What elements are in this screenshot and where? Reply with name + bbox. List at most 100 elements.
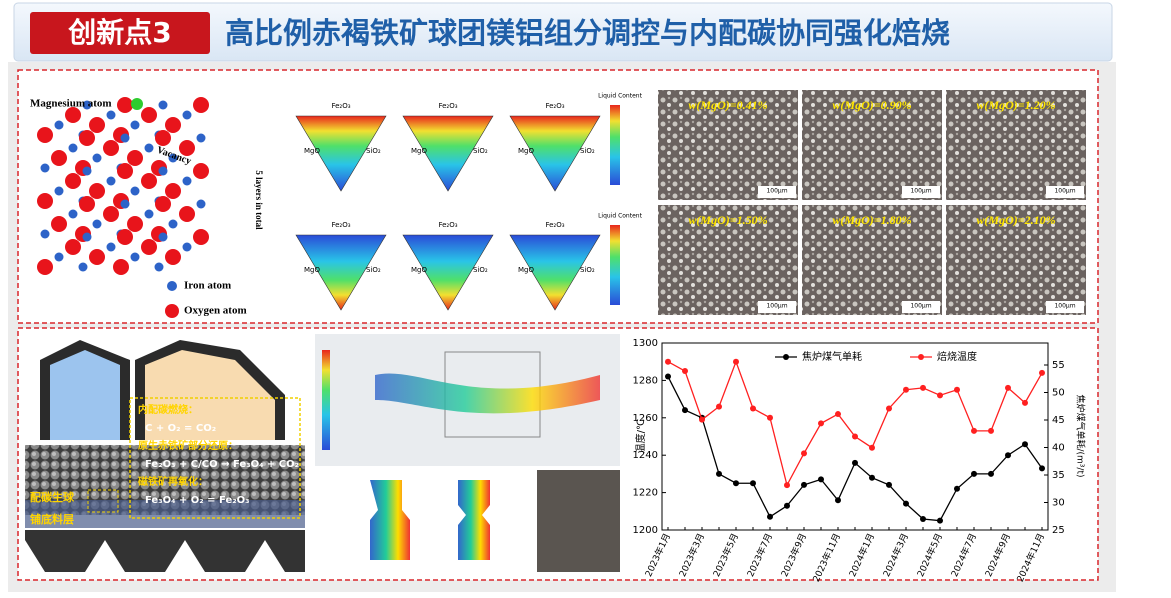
crystal-label: Oxygen atom: [184, 305, 247, 317]
point: [1039, 465, 1045, 472]
y-axis-label: 温度/℃: [634, 419, 647, 454]
ternary-vertex: Fe₂O₃: [331, 221, 350, 229]
ternary: [402, 234, 494, 311]
y2-axis-label: 焦炉煤气单耗/(m³/t): [1075, 395, 1087, 478]
ternary-legend: Liquid Content: [598, 93, 643, 100]
oxygen-atom: [51, 216, 67, 232]
plot-area: [625, 334, 1093, 575]
iron-atom: [182, 176, 192, 186]
point: [852, 459, 858, 466]
cfd-contours: [315, 470, 532, 572]
scale-label: 100μm: [1054, 303, 1075, 310]
oxygen-atom: [113, 259, 129, 275]
ternary-vertex: Fe₂O₃: [331, 102, 350, 110]
iron-atom: [40, 163, 50, 173]
ternary-vertex: SiO₂: [473, 266, 488, 274]
iron-atom: [106, 176, 116, 186]
ternary-vertex: MgO: [304, 147, 320, 155]
micrograph: [658, 90, 798, 200]
point: [1022, 399, 1028, 406]
oxygen-atom: [79, 196, 95, 212]
oxygen-atom: [37, 193, 53, 209]
mg-atom: [131, 98, 143, 110]
reaction-line: C + O₂ = CO₂: [145, 423, 216, 434]
point: [682, 407, 688, 414]
iron-atom: [54, 120, 64, 130]
scale-box: [1046, 301, 1084, 313]
oxygen-atom: [193, 229, 209, 245]
point: [1005, 452, 1011, 459]
ternary-vertex: Fe₂O₃: [545, 221, 564, 229]
crystal-diagram: [37, 97, 209, 275]
y2-tick-label: 50: [1052, 388, 1065, 399]
point: [920, 384, 926, 391]
iron-atom: [196, 199, 206, 209]
ternary: [295, 115, 387, 192]
y-tick-label: 1220: [633, 488, 658, 499]
oxygen-atom: [155, 196, 171, 212]
point: [801, 450, 807, 457]
point: [988, 427, 994, 434]
y2-tick-label: 25: [1052, 525, 1065, 536]
iron-atom: [106, 110, 116, 120]
y-tick-label: 1300: [633, 338, 658, 349]
hood-inner: [145, 350, 275, 440]
reaction-text: 内配碳燃烧： C + O₂ = CO₂ 原生赤铁矿部分还原： Fe₂O₃ + C/CO…: [138, 403, 299, 506]
crystal-label: Magnesium atom: [30, 98, 112, 110]
iron-atom: [182, 242, 192, 252]
point: [954, 386, 960, 393]
point: [903, 500, 909, 507]
iron-atom: [158, 166, 168, 176]
scale-box: [902, 186, 940, 198]
scale-box: [758, 301, 796, 313]
scale-label: 100μm: [910, 303, 931, 310]
point: [665, 358, 671, 365]
reaction-line: 内配碳燃烧：: [138, 403, 198, 416]
oxygen-atom: [117, 229, 133, 245]
ternary-legend: Liquid Content: [598, 213, 643, 220]
legend-iron: [167, 281, 177, 291]
ternary: [509, 115, 601, 192]
point: [971, 470, 977, 477]
y-tick-label: 1240: [633, 450, 658, 461]
bed-label: 铺底料层: [30, 512, 74, 526]
reaction-line: 磁铁矿再氧化：: [138, 475, 208, 488]
header-bar: [13, 2, 1113, 62]
point: [750, 480, 756, 487]
point: [869, 474, 875, 481]
y2-tick-label: 40: [1052, 443, 1065, 454]
ternary-colorbar: [610, 105, 620, 185]
grate: [25, 530, 305, 572]
hood-inner: [50, 350, 120, 440]
ternary-vertex: SiO₂: [473, 147, 488, 155]
callout-box: [129, 397, 301, 519]
y-tick-label: 1260: [633, 413, 658, 424]
oxygen-atom: [89, 117, 105, 133]
oxygen-atom: [89, 183, 105, 199]
mgo-label: w(MgO)=0.90%: [832, 98, 911, 112]
y2-tick-label: 55: [1052, 360, 1065, 371]
point: [699, 416, 705, 423]
iron-atom: [182, 110, 192, 120]
point: [1005, 384, 1011, 391]
ternary-vertex: SiO₂: [580, 266, 595, 274]
oxygen-atom: [179, 140, 195, 156]
micrographs: w(MgO)=0.41% 100μm w(MgO)=0.90% 100μm w(MgO)…: [658, 90, 1086, 315]
iron-atom: [120, 199, 130, 209]
point: [733, 480, 739, 487]
iron-atom: [168, 153, 178, 163]
reaction-line: 原生赤铁矿部分还原：: [138, 439, 238, 452]
oxygen-atom: [165, 249, 181, 265]
oxygen-atom: [127, 150, 143, 166]
iron-atom: [168, 219, 178, 229]
scale-box: [758, 186, 796, 198]
iron-atom: [82, 232, 92, 242]
micrograph: [658, 205, 798, 315]
iron-atom: [130, 252, 140, 262]
iron-atom: [196, 133, 206, 143]
title: 高比例赤褐铁矿球团镁铝组分调控与内配碳协同强化焙烧: [225, 16, 950, 50]
cfd-colorbar: [322, 350, 330, 450]
crystal-label: 5 layers in total: [254, 170, 264, 230]
